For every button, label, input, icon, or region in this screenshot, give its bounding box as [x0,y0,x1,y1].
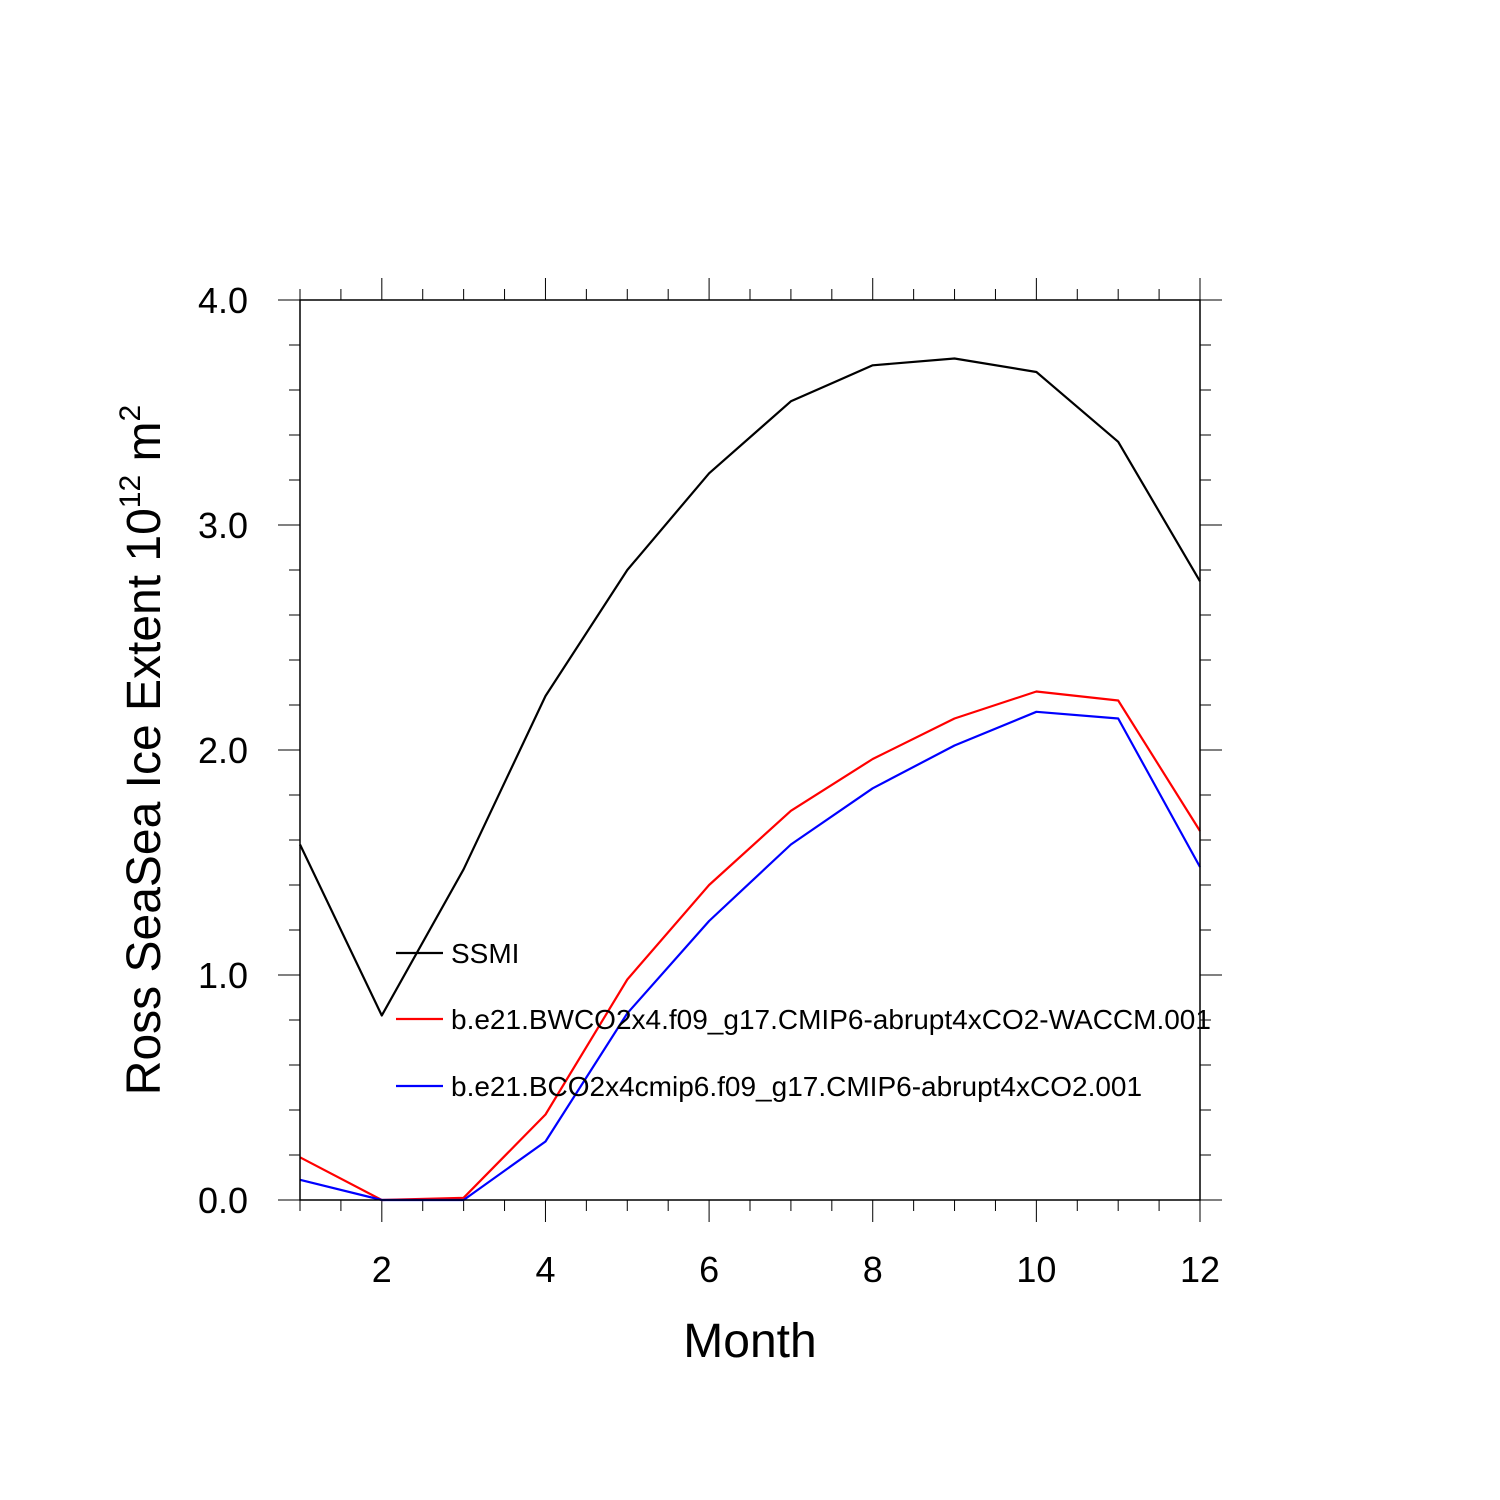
x-tick-label: 8 [863,1249,883,1290]
y-tick-label: 0.0 [198,1180,248,1221]
x-tick-label: 6 [699,1249,719,1290]
y-axis-title-exponent: 12 [114,475,147,508]
tick-labels: 2 4 6 8 10 12 0.0 1.0 2.0 3.0 4.0 [198,280,1220,1290]
legend-label: b.e21.BWCO2x4.f09_g17.CMIP6-abrupt4xCO2-… [451,1004,1211,1035]
y-axis-title: Ross SeaSea Ice Extent 1012 m2 [114,405,171,1095]
y-tick-label: 1.0 [198,955,248,996]
series-line [299,357,1201,1017]
x-tick-label: 2 [372,1249,392,1290]
y-axis-title-unit: m [118,421,171,474]
legend-label: SSMI [451,938,519,969]
series-line [299,690,1201,1202]
y-tick-label: 2.0 [198,730,248,771]
y-axis-title-unit-exponent: 2 [114,405,147,422]
plot-frame [299,299,1201,1201]
x-tick-label: 4 [535,1249,555,1290]
series-line [299,710,1201,1202]
x-tick-label: 10 [1016,1249,1056,1290]
y-tick-label: 4.0 [198,280,248,321]
axis-ticks [278,278,1222,1222]
legend: SSMI b.e21.BWCO2x4.f09_g17.CMIP6-abrupt4x… [396,938,1211,1102]
x-axis-title: Month [683,1315,816,1368]
legend-label: b.e21.BCO2x4cmip6.f09_g17.CMIP6-abrupt4x… [451,1071,1142,1102]
y-tick-label: 3.0 [198,505,248,546]
x-tick-label: 12 [1180,1249,1220,1290]
y-axis-title-text: Ross SeaSea Ice Extent 10 [118,508,171,1095]
